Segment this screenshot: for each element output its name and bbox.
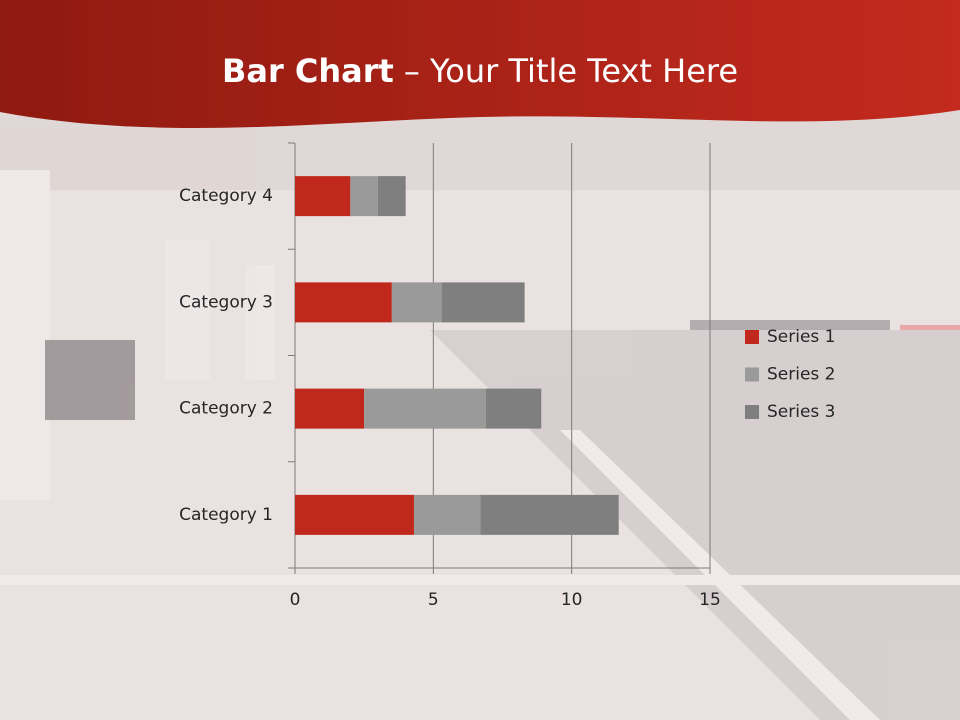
- title-rest: – Your Title Text Here: [403, 52, 739, 90]
- y-tick-label: Category 3: [179, 292, 273, 312]
- title-bold: Bar Chart: [221, 52, 394, 90]
- legend-label: Series 3: [767, 402, 836, 422]
- bar-segment: [295, 388, 365, 429]
- background-photo: [0, 110, 960, 720]
- bar-segment: [391, 282, 442, 323]
- bar-segment: [485, 388, 542, 429]
- bar-segment: [413, 494, 481, 535]
- x-tick-label: 5: [428, 590, 439, 610]
- y-tick-label: Category 1: [179, 505, 273, 525]
- legend-swatch: [745, 405, 759, 419]
- y-tick-label: Category 2: [179, 399, 273, 419]
- bar-segment: [441, 282, 525, 323]
- bar-segment: [378, 176, 406, 217]
- legend-swatch: [745, 367, 759, 382]
- x-tick-label: 0: [290, 590, 301, 610]
- legend-label: Series 2: [767, 365, 836, 385]
- bar-segment: [364, 388, 486, 429]
- bar-segment: [350, 176, 378, 217]
- bar-segment: [480, 494, 619, 535]
- header-band: [0, 0, 960, 129]
- x-tick-label: 15: [699, 590, 721, 610]
- legend-label: Series 1: [767, 327, 836, 347]
- bar-segment: [295, 176, 351, 217]
- legend-swatch: [745, 330, 759, 344]
- chart-title: Bar Chart – Your Title Text Here: [0, 52, 960, 90]
- y-tick-label: Category 4: [179, 186, 273, 206]
- x-tick-label: 10: [561, 590, 583, 610]
- bar-segment: [295, 494, 414, 535]
- bar-segment: [295, 282, 392, 323]
